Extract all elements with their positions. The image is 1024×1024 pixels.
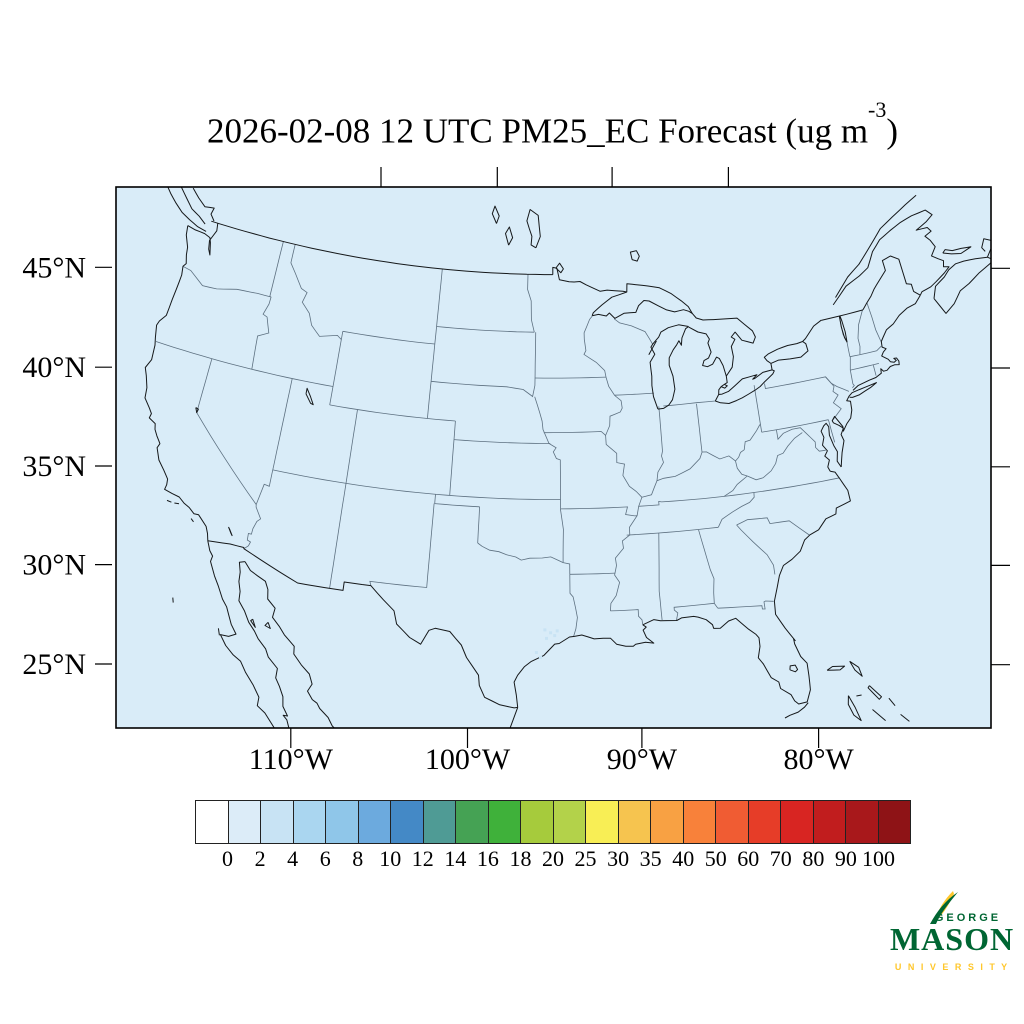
axis-labels: 45°N 40°N 35°N 30°N 25°N 110°W 100°W 90°W 80°W bbox=[22, 251, 854, 776]
colorbar-cell bbox=[618, 801, 651, 843]
colorbar-cell bbox=[391, 801, 424, 843]
gmu-logo: GEORGE MASON U N I V E R S I T Y bbox=[890, 890, 1014, 978]
colorbar-level-label: 18 bbox=[509, 846, 532, 871]
title-suffix: ) bbox=[886, 111, 899, 151]
colorbar-cells bbox=[195, 800, 911, 844]
coastlines-and-borders bbox=[144, 187, 991, 728]
colorbar-level-label: 100 bbox=[862, 846, 895, 871]
page-title: 2026-02-08 12 UTC PM25_EC Forecast (ug m… bbox=[115, 97, 990, 152]
colorbar-cell bbox=[651, 801, 684, 843]
colorbar-cell bbox=[293, 801, 326, 843]
colorbar-level-label: 12 bbox=[411, 846, 434, 871]
lat-tick-label: 25°N bbox=[22, 648, 86, 681]
state-borders bbox=[155, 241, 882, 637]
colorbar-cell bbox=[813, 801, 846, 843]
colorbar-cell bbox=[846, 801, 879, 843]
title-superscript: -3 bbox=[868, 97, 887, 122]
map-background bbox=[116, 187, 991, 728]
lat-tick-label: 30°N bbox=[22, 549, 86, 582]
lat-tick-label: 45°N bbox=[22, 251, 86, 284]
gmu-university-text: U N I V E R S I T Y bbox=[895, 962, 1009, 972]
colorbar-cell bbox=[716, 801, 749, 843]
colorbar-cell bbox=[423, 801, 456, 843]
colorbar-level-label: 14 bbox=[444, 846, 467, 871]
colorbar-cell bbox=[488, 801, 521, 843]
colorbar-cell bbox=[196, 801, 229, 843]
colorbar-level-label: 2 bbox=[254, 846, 266, 871]
colorbar-level-label: 10 bbox=[379, 846, 402, 871]
colorbar-cell bbox=[586, 801, 619, 843]
colorbar-cell bbox=[781, 801, 814, 843]
colorbar-level-label: 6 bbox=[319, 846, 331, 871]
colorbar-level-label: 8 bbox=[352, 846, 364, 871]
map-frame bbox=[115, 186, 992, 729]
colorbar-level-label: 0 bbox=[222, 846, 233, 871]
colorbar-level-label: 35 bbox=[639, 846, 662, 871]
colorbar-level-label: 25 bbox=[574, 846, 597, 871]
colorbar-level-label: 90 bbox=[834, 846, 857, 871]
gmu-mason-text: MASON bbox=[890, 921, 1014, 957]
title-text: 2026-02-08 12 UTC PM25_EC Forecast (ug m bbox=[206, 111, 869, 151]
gmu-george-text: GEORGE bbox=[935, 912, 1001, 924]
lon-tick-label: 110°W bbox=[249, 743, 334, 776]
axis-ticks bbox=[95, 167, 1010, 748]
colorbar-cell bbox=[878, 801, 910, 843]
map-plot-area: 45°N 40°N 35°N 30°N 25°N 110°W 100°W 90°W 80°W bbox=[22, 167, 1010, 776]
colorbar-level-label: 30 bbox=[607, 846, 630, 871]
colorbar-level-label: 70 bbox=[769, 846, 792, 871]
colorbar-cell bbox=[228, 801, 261, 843]
colorbar-cell bbox=[521, 801, 554, 843]
gmu-quill-icon bbox=[930, 892, 958, 924]
colorbar-cell bbox=[456, 801, 489, 843]
lon-tick-label: 90°W bbox=[607, 743, 678, 776]
lon-tick-label: 80°W bbox=[783, 743, 854, 776]
colorbar-labels: 0 2 4 6 8 10 12 14 16 18 20 25 30 35 40 50 60 70 80 90 100 bbox=[195, 846, 911, 874]
colorbar-cell bbox=[326, 801, 359, 843]
colorbar-legend: 0 2 4 6 8 10 12 14 16 18 20 25 30 35 40 50 60 70 80 90 100 bbox=[195, 800, 911, 871]
colorbar-level-label: 20 bbox=[542, 846, 564, 871]
colorbar-level-label: 80 bbox=[802, 846, 825, 871]
colorbar-level-label: 50 bbox=[704, 846, 727, 871]
pm25-data-speckles bbox=[534, 628, 559, 659]
colorbar-cell bbox=[683, 801, 716, 843]
lat-tick-label: 35°N bbox=[22, 450, 86, 483]
lon-tick-label: 100°W bbox=[425, 743, 511, 776]
colorbar-cell bbox=[553, 801, 586, 843]
colorbar-level-label: 16 bbox=[476, 846, 499, 871]
lat-tick-label: 40°N bbox=[22, 351, 86, 384]
colorbar-cell bbox=[358, 801, 391, 843]
colorbar-level-label: 40 bbox=[672, 846, 695, 871]
colorbar-level-label: 60 bbox=[737, 846, 760, 871]
colorbar-cell bbox=[748, 801, 781, 843]
colorbar-level-label: 4 bbox=[287, 846, 299, 871]
colorbar-cell bbox=[261, 801, 294, 843]
